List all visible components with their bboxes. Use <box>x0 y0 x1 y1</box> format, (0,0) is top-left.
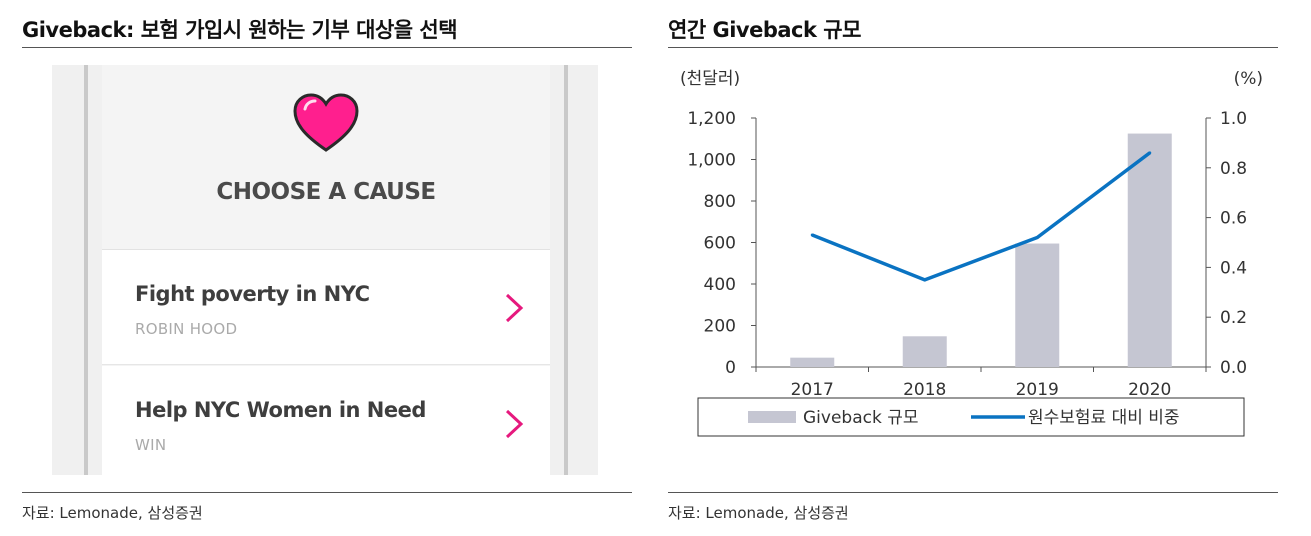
phone-edge-left <box>84 65 88 475</box>
phone-edge-right <box>564 65 568 475</box>
left-tick-label: 800 <box>704 192 736 212</box>
left-tick-label: 1,200 <box>687 109 736 129</box>
left-axis-unit: (천달러) <box>680 69 740 89</box>
cause-item-1[interactable]: Fight poverty in NYC ROBIN HOOD <box>102 250 550 365</box>
chevron-right-icon[interactable] <box>504 408 524 440</box>
legend-swatch-bar <box>748 411 796 423</box>
legend-label-line: 원수보험료 대비 비중 <box>1028 408 1180 428</box>
right-panel: 연간 Giveback 규모 (천달러) (%) 0 200 400 600 800 1,00… <box>668 0 1278 536</box>
ratio-point-2020 <box>1148 151 1152 155</box>
right-tick-label: 0.0 <box>1220 358 1247 378</box>
ratio-point-2018 <box>923 278 927 282</box>
right-tick-label: 1.0 <box>1220 109 1247 129</box>
bar-2017 <box>790 357 835 367</box>
left-tick-label: 400 <box>704 275 736 295</box>
ratio-line <box>811 151 1151 282</box>
choose-cause-heading: CHOOSE A CAUSE <box>216 179 436 205</box>
bar-2019 <box>1015 243 1060 367</box>
left-bottom-rule <box>22 492 632 493</box>
right-tick-label: 0.8 <box>1220 159 1247 179</box>
x-tick-label: 2019 <box>1016 380 1059 400</box>
cause-org: ROBIN HOOD <box>135 320 238 338</box>
chevron-right-icon[interactable] <box>504 292 524 324</box>
left-panel: Giveback: 보험 가입시 원하는 기부 대상을 선택 CHOOSE A … <box>22 0 632 536</box>
x-tick-label: 2020 <box>1128 380 1171 400</box>
right-axis-unit: (%) <box>1234 69 1263 89</box>
right-tick-label: 0.2 <box>1220 308 1247 328</box>
legend-box <box>697 397 1245 437</box>
left-tick-label: 1,000 <box>687 151 736 171</box>
combo-chart: (천달러) (%) 0 200 400 600 800 1,000 1,200 0.0 0.2 0.4… <box>680 69 1263 437</box>
cause-org: WIN <box>135 436 167 454</box>
bar-2018 <box>902 336 947 367</box>
ratio-point-2017 <box>810 233 814 237</box>
cause-header: CHOOSE A CAUSE <box>102 65 550 250</box>
chart-title: 연간 Giveback 규모 <box>668 18 861 42</box>
left-source-note: 자료: Lemonade, 삼성증권 <box>22 504 203 522</box>
phone-screen: CHOOSE A CAUSE Fight poverty in NYC ROBI… <box>102 65 550 475</box>
heart-icon <box>293 93 359 152</box>
legend-label-bar: Giveback 규모 <box>803 408 919 428</box>
right-title-rule <box>668 47 1278 48</box>
ratio-point-2019 <box>1035 236 1039 240</box>
bar-2020 <box>1127 133 1172 367</box>
cause-name: Fight poverty in NYC <box>135 282 370 306</box>
phone-mockup: CHOOSE A CAUSE Fight poverty in NYC ROBI… <box>52 65 598 475</box>
left-tick-label: 200 <box>704 317 736 337</box>
x-tick-label: 2017 <box>791 380 834 400</box>
left-tick-label: 0 <box>725 358 736 378</box>
x-tick-label: 2018 <box>903 380 946 400</box>
left-title-rule <box>22 47 632 48</box>
cause-item-2[interactable]: Help NYC Women in Need WIN <box>102 366 550 475</box>
cause-name: Help NYC Women in Need <box>135 398 426 422</box>
left-tick-label: 600 <box>704 234 736 254</box>
right-tick-label: 0.6 <box>1220 209 1247 229</box>
right-bottom-rule <box>668 492 1278 493</box>
right-source-note: 자료: Lemonade, 삼성증권 <box>668 504 849 522</box>
right-tick-label: 0.4 <box>1220 258 1247 278</box>
left-panel-title: Giveback: 보험 가입시 원하는 기부 대상을 선택 <box>22 18 458 42</box>
